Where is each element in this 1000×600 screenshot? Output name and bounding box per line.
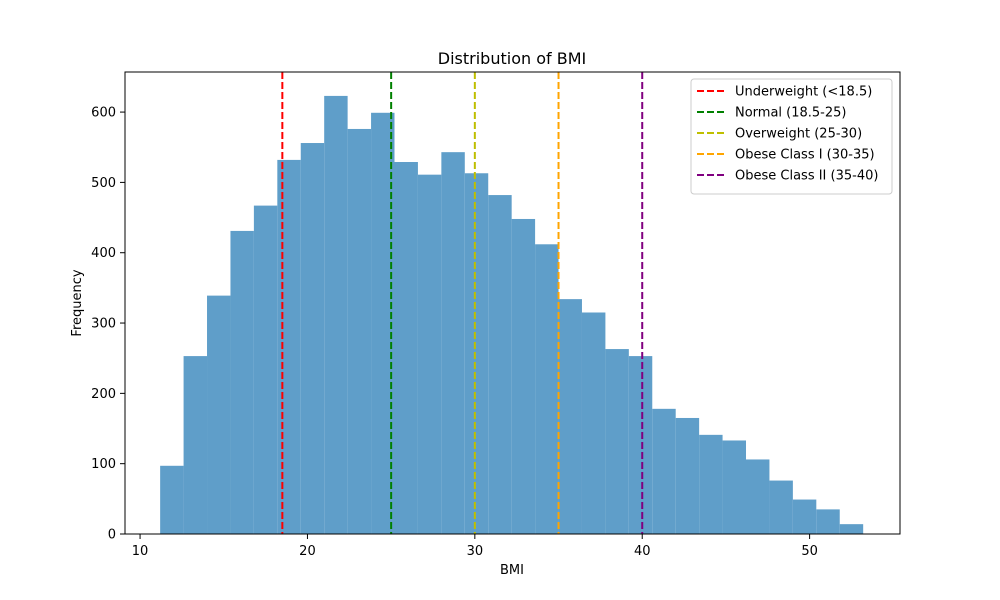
histogram-bar-10 [394,162,418,534]
histogram-bar-8 [347,128,372,534]
y-tick-label-0: 0 [108,528,116,543]
histogram-bar-13 [464,173,489,535]
x-tick-label-4: 50 [801,544,818,559]
histogram-bar-24 [722,440,747,534]
x-axis-label: BMI [500,563,524,578]
y-tick-label-2: 200 [91,387,116,402]
histogram-bar-23 [699,434,723,534]
histogram-bar-4 [253,205,278,534]
histogram-bar-19 [605,349,629,534]
histogram-bar-17 [558,299,582,534]
histogram-bar-29 [839,524,864,534]
y-axis-ticks: 0 100 200 300 400 500 600 [91,106,125,543]
histogram-bar-9 [371,112,395,534]
histogram-bar-20 [628,356,653,534]
x-axis-ticks: 10 20 30 40 50 [132,534,818,559]
histogram-bar-14 [488,195,512,534]
histogram-bar-0 [160,465,184,534]
histogram-bar-22 [675,417,700,534]
histogram-bar-7 [324,95,348,534]
histogram-bar-25 [746,459,770,534]
y-axis-label: Frequency [70,269,85,336]
legend-label-4: Obese Class II (35-40) [735,169,878,184]
histogram-bar-26 [769,480,793,534]
legend-label-1: Normal (18.5-25) [735,106,847,121]
y-tick-label-3: 300 [91,317,116,332]
plot-frame [124,71,901,535]
histogram-bar-18 [581,312,606,534]
histogram-bar-11 [417,174,442,534]
histogram-bar-21 [652,408,676,534]
legend-label-3: Obese Class I (30-35) [735,148,875,163]
x-tick-label-0: 10 [132,544,149,559]
legend-label-0: Underweight (<18.5) [735,85,872,100]
bars-group [160,95,864,535]
histogram-bar-5 [277,159,301,534]
histogram-bar-1 [183,356,208,534]
histogram-bar-27 [792,499,817,534]
y-tick-label-5: 500 [91,176,116,191]
chart-title: Distribution of BMI [438,49,586,68]
y-tick-label-4: 400 [91,246,116,261]
y-tick-label-1: 100 [91,457,116,472]
histogram-bar-15 [511,218,536,535]
x-tick-label-1: 20 [299,544,316,559]
legend: Underweight (<18.5) Normal (18.5-25) Overw… [690,78,893,195]
histogram-bar-28 [816,509,840,534]
histogram-bar-16 [535,244,559,534]
legend-label-2: Overweight (25-30) [735,127,862,142]
legend-box [690,78,893,195]
y-tick-label-6: 600 [91,106,116,121]
histogram-bar-2 [207,295,231,534]
histogram-bar-6 [300,143,325,534]
histogram-bar-12 [441,152,465,535]
x-tick-label-2: 30 [467,544,484,559]
x-tick-label-3: 40 [634,544,651,559]
histogram-bar-3 [230,230,254,535]
reference-lines-group [281,72,644,534]
